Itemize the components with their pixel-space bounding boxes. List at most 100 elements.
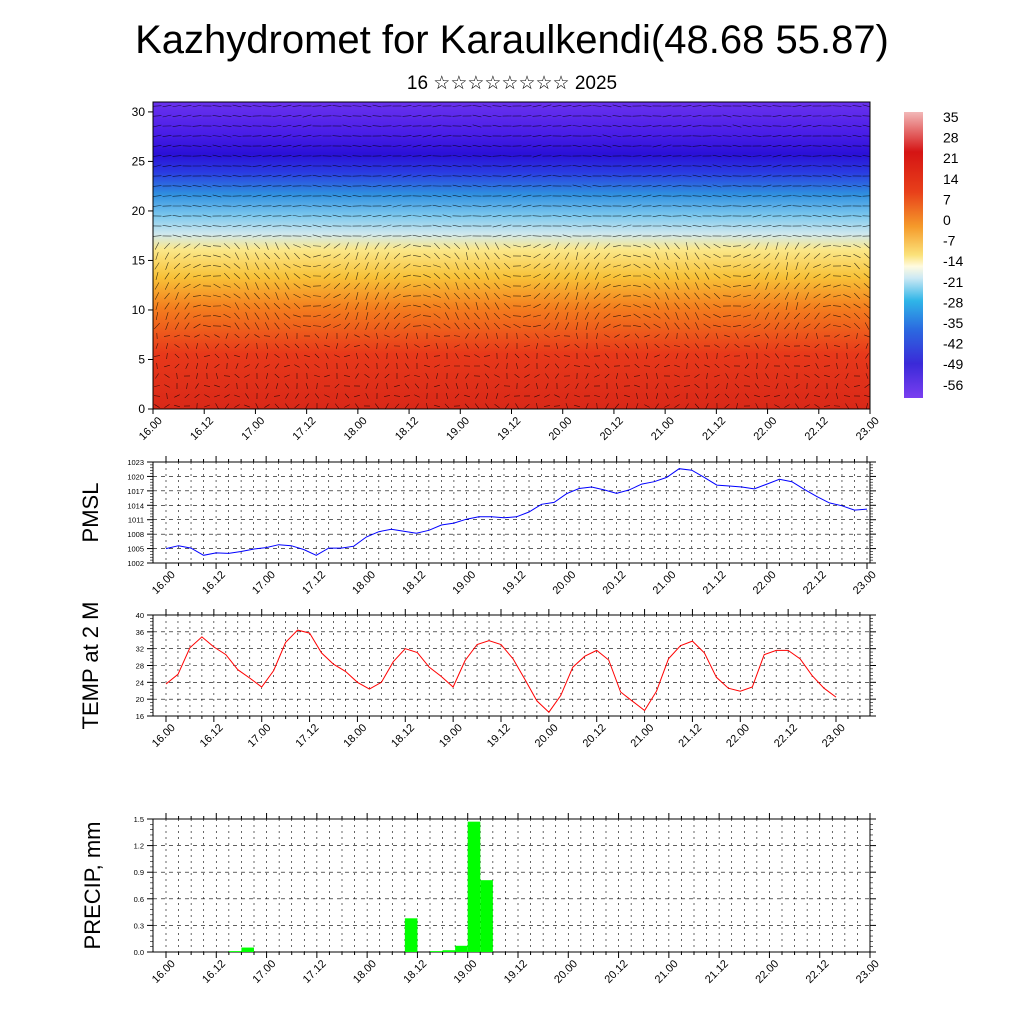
- wind-barb: [475, 302, 479, 310]
- wind-barb: [202, 214, 212, 218]
- wind-barb: [516, 332, 518, 340]
- wind-barb: [622, 194, 632, 198]
- wind-barb: [585, 373, 589, 379]
- wind-barb: [754, 394, 760, 398]
- wind-barb: [674, 384, 680, 388]
- wind-barb: [172, 175, 182, 177]
- wind-barb: [345, 363, 349, 369]
- wind-barb: [643, 294, 651, 298]
- wind-barb: [562, 195, 572, 197]
- wind-barb: [664, 322, 670, 330]
- wind-barb: [482, 155, 492, 157]
- wind-barb: [652, 165, 662, 167]
- wind-barb: [464, 312, 470, 320]
- wind-barb: [595, 272, 599, 280]
- wind-barb: [846, 352, 848, 360]
- wind-barb: [812, 225, 822, 227]
- wind-barb: [256, 342, 258, 350]
- wind-barb: [292, 205, 302, 207]
- wind-barb: [422, 205, 432, 207]
- wind-barb: [522, 295, 532, 297]
- wind-barb: [702, 174, 712, 178]
- wind-barb: [234, 354, 240, 358]
- wind-barb: [503, 294, 511, 298]
- wind-barb: [613, 284, 621, 288]
- wind-barb: [212, 175, 222, 177]
- wind-barb: [522, 224, 532, 228]
- wind-barb: [506, 362, 508, 370]
- x-tick-label: 21.00: [651, 569, 679, 597]
- wind-barb: [452, 175, 462, 177]
- wind-barb: [382, 214, 392, 218]
- wind-barb: [803, 345, 811, 347]
- wind-barb: [713, 253, 721, 259]
- wind-barb: [174, 282, 180, 290]
- wind-barb: [274, 322, 280, 330]
- wind-barb: [822, 175, 832, 177]
- wind-barb: [843, 255, 851, 257]
- wind-barb: [683, 385, 691, 387]
- wind-barb: [533, 253, 541, 259]
- wind-barb: [494, 262, 500, 270]
- wind-barb: [552, 165, 562, 167]
- y-tick-label: 10: [132, 303, 146, 317]
- wind-barb: [275, 363, 279, 369]
- wind-barb: [464, 292, 470, 300]
- wind-barb: [464, 282, 470, 290]
- wind-barb: [283, 323, 291, 329]
- wind-barb: [465, 343, 469, 349]
- wind-barb: [423, 253, 431, 259]
- wind-barb: [572, 224, 582, 228]
- wind-barb: [825, 393, 829, 399]
- wind-barb: [302, 165, 312, 167]
- wind-barb: [364, 252, 370, 260]
- wind-barb: [843, 284, 851, 288]
- wind-barb: [445, 393, 449, 399]
- wind-barb: [836, 362, 838, 370]
- wind-barb: [153, 115, 162, 117]
- wind-barb: [652, 125, 662, 127]
- wind-barb: [232, 215, 242, 217]
- wind-barb: [695, 333, 699, 339]
- wind-barb: [272, 175, 282, 177]
- wind-barb: [393, 244, 401, 248]
- wind-barb: [675, 353, 679, 359]
- wind-barb: [672, 185, 682, 187]
- wind-barb: [432, 194, 442, 198]
- y-tick-label: 25: [132, 154, 146, 168]
- wind-barb: [266, 342, 268, 350]
- wind-barb: [343, 375, 351, 377]
- wind-barb: [272, 115, 282, 117]
- wind-barb: [274, 354, 280, 358]
- wind-barb: [206, 363, 208, 369]
- wind-barb: [222, 175, 232, 177]
- wind-barb: [162, 195, 172, 197]
- wind-barb: [334, 354, 340, 358]
- wind-barb: [212, 235, 222, 237]
- wind-barb: [422, 144, 432, 148]
- wind-barb: [242, 205, 252, 207]
- wind-barb: [815, 353, 819, 359]
- wind-barb: [302, 225, 312, 227]
- wind-barb: [154, 282, 160, 290]
- wind-barb: [273, 303, 281, 309]
- wind-barb: [384, 282, 390, 290]
- wind-barb: [375, 353, 379, 359]
- wind-barb: [662, 164, 672, 168]
- wind-barb: [864, 322, 870, 330]
- wind-barb: [174, 404, 180, 408]
- wind-barb: [854, 292, 860, 300]
- wind-barb: [394, 302, 400, 310]
- wind-barb: [242, 214, 252, 218]
- wind-barb: [512, 155, 522, 157]
- wind-barb: [613, 314, 621, 318]
- wind-barb: [454, 272, 460, 280]
- wind-barb: [714, 344, 720, 348]
- wind-barb: [794, 393, 800, 399]
- wind-barb: [492, 124, 502, 128]
- wind-barb: [354, 302, 360, 310]
- wind-barb: [592, 145, 602, 147]
- wind-barb: [192, 125, 202, 127]
- wind-barb: [554, 353, 560, 359]
- page-title: Kazhydromet for Karaulkendi(48.68 55.87): [135, 18, 889, 62]
